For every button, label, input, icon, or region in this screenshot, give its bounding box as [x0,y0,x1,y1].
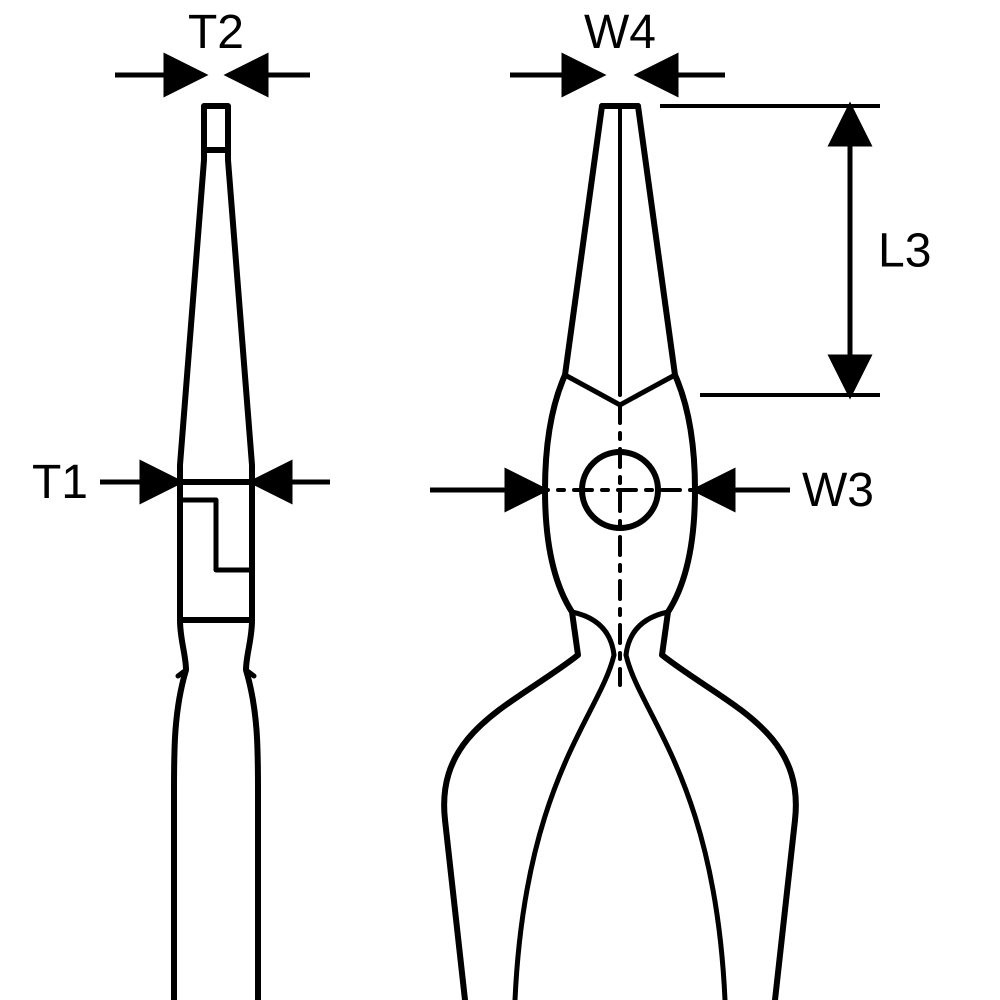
pliers-front-view [444,106,796,1000]
label-t2: T2 [188,6,244,59]
pliers-dimension-diagram: T2 T1 W4 W3 L3 [0,0,1000,1000]
label-w3: W3 [802,464,874,517]
label-w4: W4 [584,6,656,59]
pliers-side-view [174,106,258,1000]
label-l3: L3 [878,225,931,278]
dimension-lines [100,75,880,490]
label-t1: T1 [32,456,88,509]
